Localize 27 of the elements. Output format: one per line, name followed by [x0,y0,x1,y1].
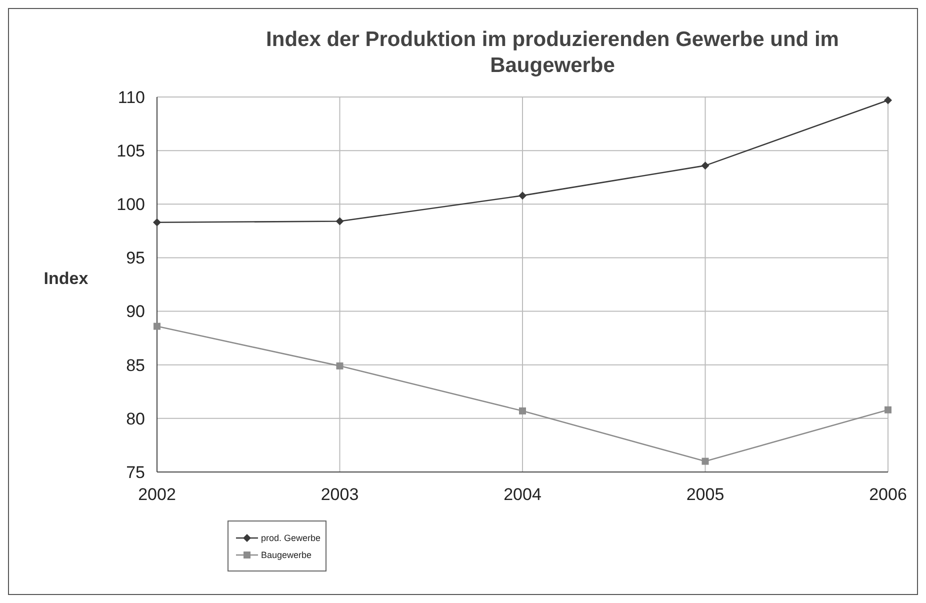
y-tick-label: 95 [126,248,145,268]
point [884,406,892,414]
y-axis-title: Index [44,269,89,288]
point [336,362,344,370]
y-tick-label: 75 [126,462,145,482]
point [701,162,710,170]
legend-label: Baugewerbe [261,550,312,560]
point [154,322,160,330]
y-tick-label: 100 [116,195,145,214]
legend-label: prod. Gewerbe [261,533,321,544]
y-tick-label: 90 [126,302,145,322]
chart-title: Index der Produktion im produzierenden Gewerbe und im Baugewerbe [266,28,839,77]
y-tick-label: 105 [116,142,145,161]
x-tick-label: 2004 [504,485,542,504]
point [519,407,526,414]
y-tick-label: 110 [118,88,145,107]
x-tick-label: 2002 [138,485,176,504]
point [884,96,892,104]
x-tick-label: 2006 [869,485,907,504]
point [702,458,709,465]
y-tick-label: 80 [126,409,145,428]
point [336,217,344,226]
point [153,218,161,226]
x-tick-label: 2005 [686,485,724,504]
point [518,192,526,200]
y-tick-label: 85 [126,356,145,375]
x-tick-label: 2003 [320,485,359,504]
